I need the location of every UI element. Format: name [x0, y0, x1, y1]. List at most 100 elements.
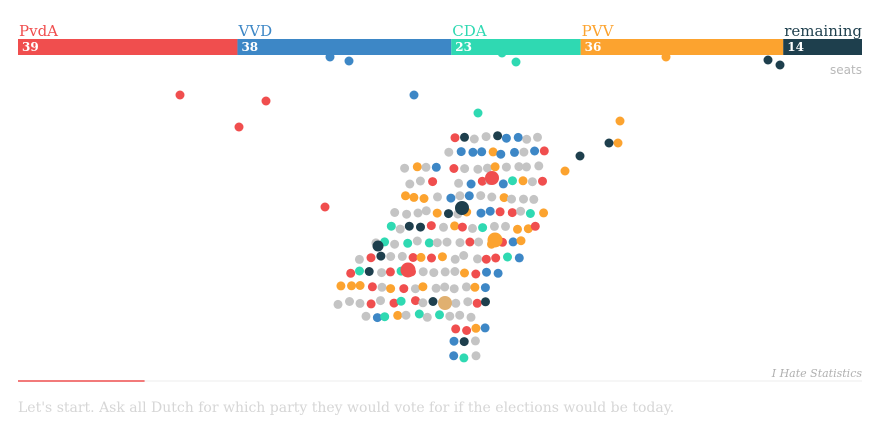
survey-dot: [442, 237, 452, 247]
survey-dot: [402, 209, 412, 219]
survey-dot: [355, 298, 365, 308]
survey-dot: [432, 238, 442, 248]
survey-dot: [418, 282, 428, 292]
moving-dot: [604, 138, 614, 148]
survey-dot: [449, 351, 459, 361]
survey-dot: [390, 208, 400, 217]
survey-dot: [408, 253, 418, 262]
survey-dot: [411, 296, 420, 306]
source-credit: I Hate Statistics: [771, 367, 863, 380]
survey-dot: [426, 221, 436, 231]
moving-dot: [661, 52, 671, 62]
survey-dot: [503, 252, 512, 262]
survey-dot: [439, 222, 448, 232]
city-dot: [438, 296, 452, 310]
survey-dot: [451, 324, 461, 334]
survey-dot: [518, 176, 528, 186]
survey-dot: [385, 267, 395, 277]
survey-dot: [405, 179, 415, 189]
survey-dot: [507, 208, 517, 218]
survey-dot: [483, 163, 492, 173]
survey-dot: [472, 298, 482, 308]
survey-dot: [485, 206, 495, 216]
survey-dot: [471, 323, 481, 333]
legend-label-pvda: PvdA: [19, 22, 58, 40]
survey-dot: [476, 191, 486, 201]
survey-dot: [522, 134, 532, 144]
survey-dot: [464, 191, 474, 201]
moving-dot: [560, 166, 570, 176]
survey-dot: [445, 311, 455, 321]
survey-dot: [397, 251, 407, 261]
city-dot: [372, 240, 384, 252]
survey-dot: [501, 221, 510, 231]
survey-dot: [437, 252, 447, 262]
survey-dot: [525, 209, 535, 218]
survey-dot: [539, 208, 549, 218]
survey-dot: [459, 337, 469, 347]
bar-segment-remaining: [783, 39, 862, 55]
survey-dot: [469, 134, 479, 144]
survey-dot: [389, 298, 399, 308]
survey-dot: [396, 296, 406, 306]
survey-dot: [416, 252, 426, 262]
survey-dot: [482, 267, 491, 277]
survey-dot: [421, 162, 431, 172]
survey-dot: [424, 238, 434, 248]
survey-dot: [462, 326, 472, 335]
survey-dot: [460, 164, 470, 174]
survey-dot: [422, 312, 432, 322]
survey-dot: [386, 284, 396, 294]
survey-dot: [455, 310, 465, 320]
survey-dot: [516, 236, 526, 246]
survey-dot: [345, 297, 354, 306]
survey-dot: [427, 253, 436, 263]
survey-dot: [446, 193, 456, 203]
survey-dot: [409, 192, 419, 202]
moving-dot: [320, 202, 330, 212]
survey-dot: [454, 178, 464, 188]
survey-dot: [530, 146, 540, 156]
bar-segment-cda: [451, 39, 581, 55]
survey-dot: [514, 253, 524, 263]
bar-segment-pvv: [580, 39, 784, 55]
survey-dot: [468, 147, 478, 157]
survey-dot: [416, 222, 425, 232]
survey-dot: [470, 282, 480, 292]
survey-dot: [412, 162, 422, 172]
legend-label-remaining: remaining: [784, 22, 862, 40]
bar-value-pvv: 36: [585, 40, 602, 54]
survey-dot: [507, 194, 516, 204]
survey-dot: [377, 268, 387, 278]
seat-bar: 39 38 23 36 14: [18, 39, 862, 55]
survey-dot: [538, 176, 547, 186]
survey-dot: [523, 224, 533, 234]
survey-dot: [466, 312, 476, 322]
survey-dot: [455, 191, 465, 201]
survey-dot: [395, 224, 405, 234]
moving-dot: [261, 96, 271, 106]
survey-dot: [401, 191, 410, 201]
moving-dot: [775, 60, 785, 70]
survey-dot: [418, 267, 428, 277]
survey-dot: [400, 163, 410, 173]
survey-dot: [471, 351, 481, 361]
moving-dot: [473, 108, 483, 118]
moving-dot: [234, 122, 244, 132]
legend-label-cda: CDA: [452, 22, 487, 40]
survey-dot: [514, 162, 524, 172]
survey-dot: [386, 221, 396, 231]
survey-dot: [432, 208, 442, 218]
bar-value-pvda: 39: [22, 40, 39, 54]
survey-dot: [478, 223, 488, 233]
survey-dot: [346, 268, 356, 278]
moving-dot: [175, 90, 185, 100]
moving-dot: [409, 90, 419, 100]
survey-dot: [477, 176, 487, 186]
survey-dot: [527, 177, 537, 187]
legend-label-pvv: PVV: [582, 22, 615, 40]
moving-dot: [497, 48, 507, 58]
survey-dot: [508, 176, 517, 186]
survey-dot: [449, 336, 459, 346]
